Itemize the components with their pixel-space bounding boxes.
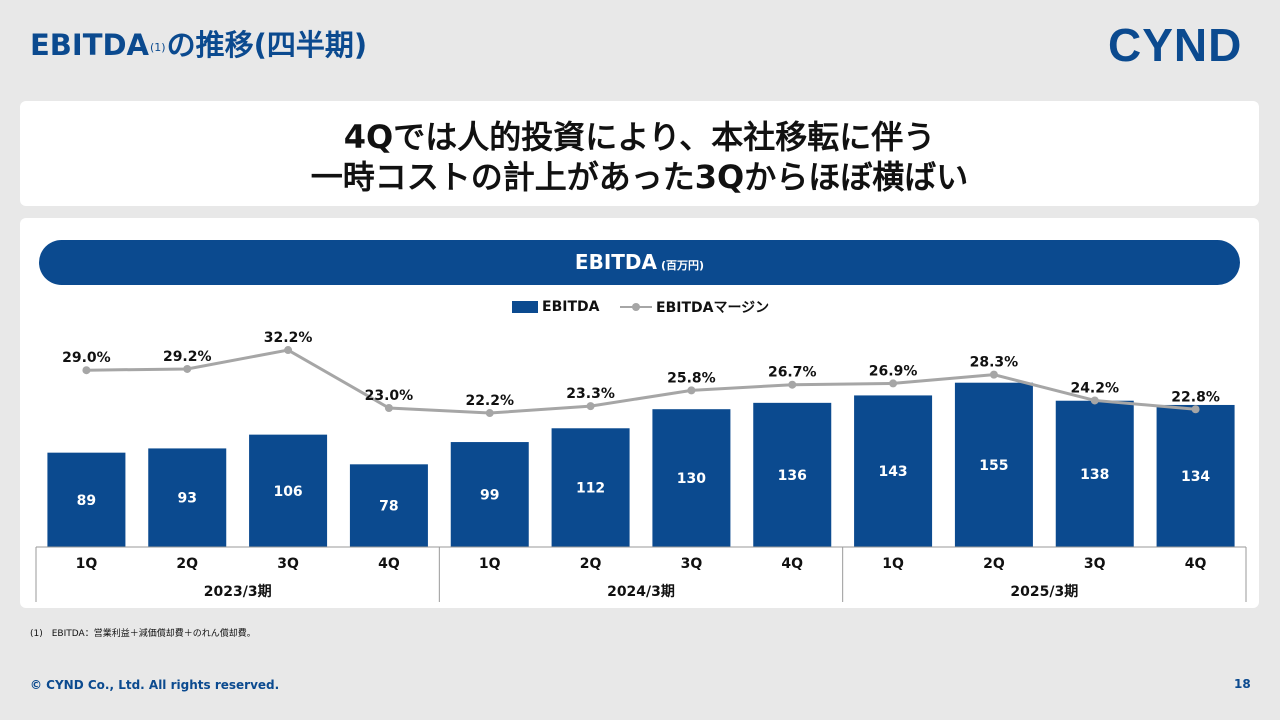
headline-line-1: 4Qでは人的投資により、本社移転に伴う bbox=[343, 118, 936, 156]
company-logo: CYND bbox=[1108, 19, 1243, 71]
bar-value-label: 134 bbox=[1181, 469, 1210, 485]
margin-value-label: 22.8% bbox=[1171, 389, 1220, 405]
x-tick-label: 4Q bbox=[781, 556, 803, 572]
x-tick-label: 2Q bbox=[580, 556, 602, 572]
bar-value-label: 78 bbox=[379, 499, 398, 515]
chart-legend: EBITDA EBITDAマージン bbox=[0, 297, 1280, 317]
page-title: EBITDA(1)の推移(四半期) bbox=[30, 22, 367, 64]
bar-ebitda bbox=[249, 434, 328, 547]
bar-value-label: 130 bbox=[677, 471, 706, 487]
bar-value-label: 99 bbox=[480, 488, 499, 504]
bar-ebitda bbox=[753, 402, 832, 547]
margin-point bbox=[1090, 396, 1099, 405]
x-tick-label: 1Q bbox=[882, 556, 904, 572]
margin-line bbox=[86, 348, 1196, 415]
banner-title: EBITDA bbox=[574, 250, 657, 274]
x-group-label: 2024/3期 bbox=[607, 584, 675, 600]
bar-ebitda bbox=[148, 448, 227, 547]
bar-value-label: 106 bbox=[273, 484, 302, 500]
x-tick-label: 2Q bbox=[176, 556, 198, 572]
legend-item-line: EBITDAマージン bbox=[620, 297, 769, 317]
x-group-label: 2023/3期 bbox=[204, 584, 272, 600]
x-tick-label: 1Q bbox=[76, 556, 98, 572]
margin-value-label: 29.2% bbox=[163, 349, 212, 365]
bar-value-label: 112 bbox=[576, 481, 605, 497]
margin-point bbox=[586, 402, 595, 411]
legend-bar-label: EBITDA bbox=[542, 299, 600, 315]
bar-value-label: 89 bbox=[77, 493, 96, 509]
margin-value-label: 23.0% bbox=[365, 388, 414, 404]
footnote: (1) EBITDA：営業利益＋減価償却費＋のれん償却費。 bbox=[30, 629, 256, 639]
margin-value-label: 28.3% bbox=[970, 355, 1019, 371]
headline-box: 4Qでは人的投資により、本社移転に伴う 一時コストの計上があった3Qからほぼ横ば… bbox=[20, 101, 1259, 206]
margin-value-label: 22.2% bbox=[465, 393, 514, 409]
bar-ebitda bbox=[1055, 400, 1134, 547]
x-tick-label: 2Q bbox=[983, 556, 1005, 572]
page-number: 18 bbox=[1234, 677, 1251, 691]
x-tick-label: 3Q bbox=[681, 556, 703, 572]
bar-ebitda bbox=[349, 464, 428, 547]
title-footnote-marker: (1) bbox=[150, 40, 166, 54]
bar-ebitda bbox=[954, 382, 1033, 547]
x-tick-label: 1Q bbox=[479, 556, 501, 572]
margin-value-label: 26.7% bbox=[768, 365, 817, 381]
margin-value-label: 23.3% bbox=[566, 386, 615, 402]
margin-point bbox=[82, 366, 91, 375]
copyright: © CYND Co., Ltd. All rights reserved. bbox=[30, 678, 280, 692]
x-tick-label: 3Q bbox=[1084, 556, 1106, 572]
margin-point bbox=[485, 409, 494, 418]
title-main: EBITDA bbox=[30, 28, 150, 62]
bar-ebitda bbox=[854, 395, 933, 547]
bar-ebitda bbox=[450, 442, 529, 547]
margin-value-label: 29.0% bbox=[62, 350, 111, 366]
margin-point bbox=[284, 346, 293, 355]
legend-line-swatch bbox=[620, 301, 652, 313]
legend-bar-swatch bbox=[512, 301, 538, 313]
legend-item-bar: EBITDA bbox=[512, 297, 599, 317]
bar-ebitda bbox=[47, 452, 126, 547]
headline-line-2: 一時コストの計上があった3Qからほぼ横ばい bbox=[310, 158, 969, 196]
margin-point bbox=[889, 379, 898, 388]
bar-value-label: 136 bbox=[778, 468, 807, 484]
margin-point bbox=[989, 370, 998, 379]
bar-ebitda bbox=[652, 409, 731, 547]
margin-point bbox=[183, 364, 192, 373]
title-rest: の推移(四半期) bbox=[166, 28, 368, 62]
bar-value-label: 93 bbox=[178, 491, 197, 507]
margin-value-label: 25.8% bbox=[667, 370, 716, 386]
bar-value-label: 143 bbox=[878, 464, 907, 480]
chart-banner: EBITDA (百万円) bbox=[39, 240, 1240, 285]
bar-ebitda bbox=[551, 428, 630, 547]
x-group-label: 2025/3期 bbox=[1010, 584, 1078, 600]
banner-unit: (百万円) bbox=[661, 259, 705, 272]
bar-value-label: 155 bbox=[979, 458, 1008, 474]
margin-value-label: 24.2% bbox=[1070, 380, 1119, 396]
margin-value-label: 26.9% bbox=[869, 363, 918, 379]
legend-line-label: EBITDAマージン bbox=[656, 300, 770, 316]
x-tick-label: 3Q bbox=[277, 556, 299, 572]
x-tick-label: 4Q bbox=[1185, 556, 1207, 572]
bar-value-label: 138 bbox=[1080, 467, 1109, 483]
margin-point bbox=[687, 386, 696, 395]
margin-point bbox=[1191, 405, 1200, 414]
x-tick-label: 4Q bbox=[378, 556, 400, 572]
margin-value-label: 32.2% bbox=[264, 330, 313, 346]
bar-ebitda bbox=[1156, 404, 1235, 547]
margin-point bbox=[788, 380, 797, 389]
margin-point bbox=[384, 404, 393, 412]
